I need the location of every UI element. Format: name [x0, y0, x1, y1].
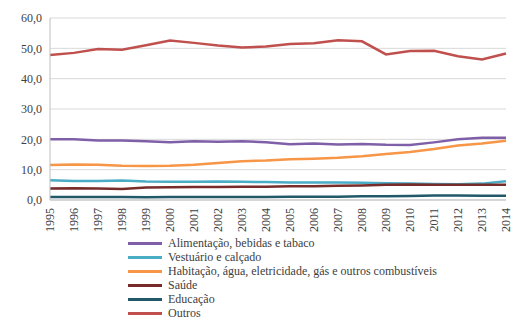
- svg-text:1999: 1999: [139, 208, 153, 232]
- svg-text:2006: 2006: [307, 208, 321, 232]
- svg-text:2001: 2001: [187, 208, 201, 232]
- svg-text:40,0: 40,0: [21, 72, 42, 86]
- svg-text:2008: 2008: [355, 208, 369, 232]
- svg-text:2007: 2007: [331, 208, 345, 232]
- svg-text:0,0: 0,0: [27, 193, 42, 207]
- svg-text:2004: 2004: [259, 208, 273, 232]
- svg-text:2011: 2011: [427, 208, 441, 232]
- svg-text:20,0: 20,0: [21, 133, 42, 147]
- svg-text:2005: 2005: [283, 208, 297, 232]
- html-text:Vestuário e calçado: Vestuário e calçado: [168, 249, 262, 264]
- html-text:Alimentação, bebidas e tabaco: Alimentação, bebidas e tabaco: [168, 235, 315, 250]
- html-text:Educação: Educação: [168, 291, 215, 306]
- html-text:Saúde: Saúde: [168, 277, 198, 292]
- svg-text:1997: 1997: [91, 208, 105, 232]
- svg-text:2003: 2003: [235, 208, 249, 232]
- svg-text:1998: 1998: [115, 208, 129, 232]
- svg-text:10,0: 10,0: [21, 163, 42, 177]
- svg-text:1996: 1996: [67, 208, 81, 232]
- svg-text:2010: 2010: [403, 208, 417, 232]
- svg-text:50,0: 50,0: [21, 42, 42, 56]
- svg-text:60,0: 60,0: [21, 11, 42, 25]
- svg-text:2009: 2009: [379, 208, 393, 232]
- svg-text:1995: 1995: [43, 208, 57, 232]
- svg-text:2013: 2013: [475, 208, 489, 232]
- svg-text:2000: 2000: [163, 208, 177, 232]
- svg-text:2014: 2014: [499, 208, 512, 232]
- svg-text:30,0: 30,0: [21, 102, 42, 116]
- svg-text:2002: 2002: [211, 208, 225, 232]
- svg-text:2012: 2012: [451, 208, 465, 232]
- html-text:Outros: Outros: [168, 305, 201, 320]
- html-text:Habitação, água, eletricidade,: Habitação, água, eletricidade, gás e out…: [168, 263, 437, 278]
